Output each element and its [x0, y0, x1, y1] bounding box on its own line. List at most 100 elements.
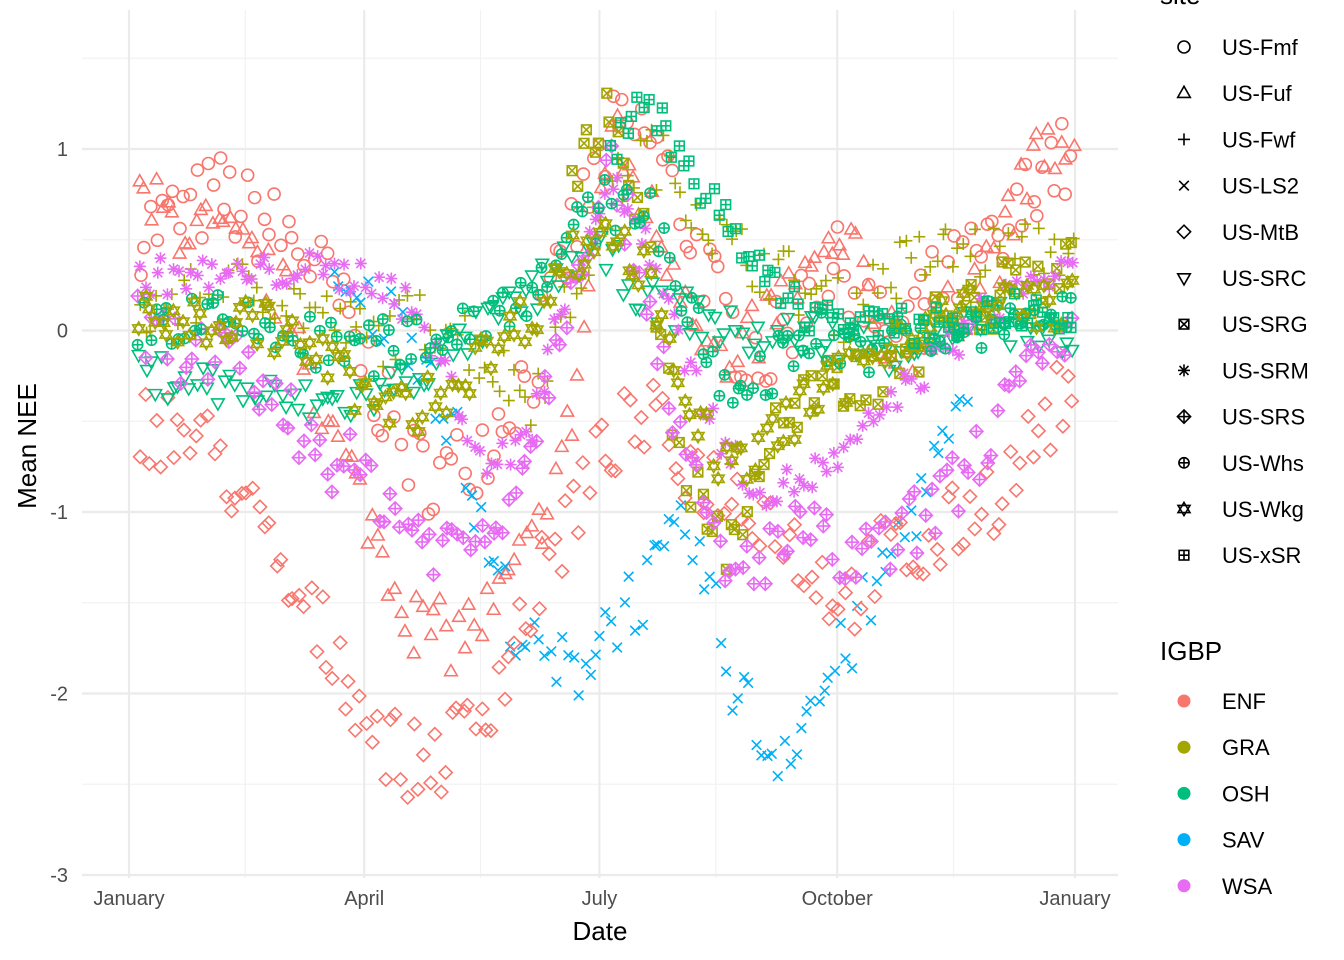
data-point [719, 438, 735, 456]
data-point [488, 555, 500, 567]
data-point [672, 414, 689, 430]
data-point [145, 334, 158, 347]
data-point [923, 332, 936, 344]
data-point [1032, 260, 1044, 272]
data-point [955, 285, 971, 302]
data-point [1000, 187, 1016, 202]
data-point [529, 303, 546, 317]
series-US-Fuf [132, 107, 1083, 677]
data-point [147, 388, 163, 403]
data-point [222, 209, 239, 224]
data-point [777, 476, 790, 489]
data-point [264, 396, 280, 413]
legend-igbp-label: WSA [1222, 874, 1272, 899]
data-point [522, 622, 539, 639]
data-point [205, 258, 218, 271]
data-point [810, 401, 826, 418]
data-point [741, 506, 753, 518]
data-point [711, 336, 728, 350]
data-point [905, 559, 921, 575]
data-point [961, 281, 977, 298]
data-point [198, 334, 214, 352]
data-point [169, 412, 185, 428]
data-point [892, 514, 909, 531]
data-point [792, 504, 808, 520]
data-point [979, 464, 995, 480]
data-point [706, 449, 722, 466]
legend-site-label: US-Whs [1222, 451, 1304, 476]
data-point [880, 401, 893, 414]
data-point [222, 369, 238, 384]
data-point [605, 615, 617, 627]
data-point [190, 163, 205, 177]
data-point [483, 360, 499, 377]
data-point [645, 377, 662, 393]
data-point [504, 458, 517, 471]
data-point [638, 306, 655, 322]
data-point [376, 292, 389, 305]
x-axis-ticks: January April July October January [93, 888, 1110, 910]
data-point [890, 542, 906, 558]
data-point [816, 370, 828, 382]
data-point [287, 282, 300, 295]
data-point [770, 523, 786, 540]
data-point [330, 428, 346, 442]
data-point [1036, 158, 1053, 172]
data-point [611, 642, 623, 653]
data-point [750, 321, 766, 336]
data-point [763, 447, 776, 460]
data-point [832, 308, 845, 320]
data-point [131, 320, 147, 337]
data-point [844, 534, 860, 550]
data-point [819, 685, 831, 696]
data-point [332, 298, 347, 313]
data-point [955, 536, 972, 552]
data-point [144, 199, 158, 214]
data-point [780, 265, 797, 279]
data-point [741, 346, 757, 361]
data-point [234, 485, 250, 502]
data-point [950, 401, 962, 412]
data-point [223, 503, 240, 519]
data-point [706, 345, 719, 358]
data-point [966, 261, 983, 275]
data-point [329, 390, 345, 404]
data-point [986, 240, 1002, 254]
data-point [877, 262, 890, 275]
data-point [272, 551, 289, 568]
data-point [661, 400, 677, 417]
data-point [944, 480, 961, 496]
data-point [1025, 449, 1042, 465]
data-point [394, 362, 410, 376]
data-point [929, 541, 946, 558]
data-point [266, 344, 282, 361]
data-point [257, 519, 273, 535]
data-point [175, 313, 191, 330]
data-point [210, 398, 226, 412]
data-point [976, 324, 988, 336]
data-point [837, 441, 850, 454]
data-point [838, 394, 854, 411]
data-point [932, 556, 948, 573]
x-tick-label: January [93, 888, 164, 910]
data-point [568, 652, 580, 663]
data-point [594, 417, 610, 433]
data-point [184, 351, 200, 367]
data-point [913, 230, 926, 243]
data-point [456, 413, 469, 426]
data-point [404, 522, 420, 538]
data-point [359, 281, 372, 294]
data-point [986, 525, 1002, 542]
data-point [735, 327, 751, 341]
data-point [962, 488, 978, 505]
data-point [854, 311, 867, 323]
data-point [317, 268, 330, 281]
data-point [1064, 344, 1080, 359]
data-point [406, 332, 418, 344]
data-point [818, 339, 834, 353]
data-point [754, 350, 766, 363]
data-point [981, 295, 993, 308]
data-point [883, 526, 899, 543]
data-point [684, 356, 697, 369]
data-point [643, 264, 659, 282]
